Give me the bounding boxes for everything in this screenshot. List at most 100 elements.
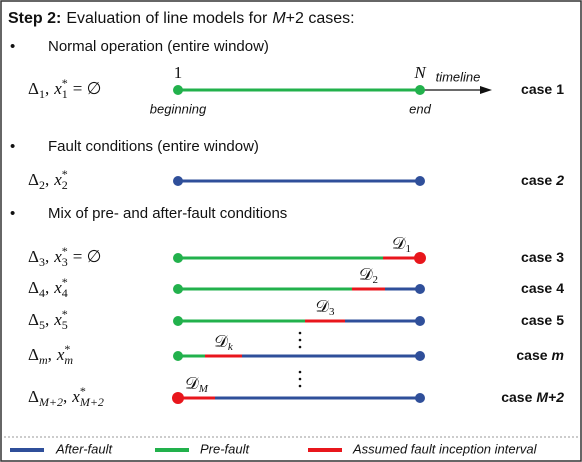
case-label: case 5 [521,312,564,328]
sep: , [63,387,67,406]
case-num: 5 [556,312,564,328]
interval-symbol: 𝒟 [315,297,329,316]
x: x [53,247,62,266]
delta: Δ [28,79,39,98]
delta-sub: 4 [39,286,45,300]
x-sub: 2 [62,178,68,192]
start-dot [173,253,183,263]
bullet: • [10,138,15,155]
delta-sub: 3 [39,255,45,269]
case-label: case M+2 [501,389,564,405]
axis-label: timeline [436,69,481,84]
section-title: Mix of pre- and after-fault conditions [48,205,287,222]
delta-sub: 2 [39,178,45,192]
step: Step 2: [8,10,61,27]
end-dot [415,284,425,294]
empty-set: = ∅ [73,247,102,266]
x-sub: M+2 [79,395,104,409]
header-m: M [272,10,286,27]
delta: Δ [28,170,39,189]
case-word: case [501,389,532,405]
star: * [64,342,70,356]
star: * [62,167,68,181]
case-num: 1 [556,81,564,97]
start-dot [173,284,183,294]
row-label: ΔM+2, x* M+2 [28,384,104,409]
sep: , [45,247,49,266]
row-label: Δ3, x* 3 = ∅ [28,244,101,269]
end-label: end [409,101,431,116]
sep: , [45,170,49,189]
section-title: Fault conditions (entire window) [48,138,259,155]
star: * [80,384,86,398]
delta: Δ [28,247,39,266]
case-label: case 3 [521,249,564,265]
interval-symbol: 𝒟 [392,234,406,253]
case-label: case 1 [521,81,564,97]
star: * [62,76,68,90]
sep: , [45,79,49,98]
legend-label: Assumed fault inception interval [352,441,538,456]
start-label: beginning [150,101,207,116]
interval-sub: M [198,383,209,395]
start-index: 1 [174,63,183,82]
star: * [62,307,68,321]
end-dot [415,85,425,95]
case-word: case [521,81,552,97]
bullet: • [10,205,15,222]
end-index: N [413,63,427,82]
case-word: case [521,172,552,188]
interval-symbol: 𝒟 [185,374,199,393]
interval-label: 𝒟3 [315,297,335,318]
interval-label: 𝒟k [214,332,234,353]
end-dot [415,393,425,403]
delta-sub: M+2 [38,395,63,409]
interval-label: 𝒟M [185,374,209,395]
x: x [53,170,62,189]
legend-label: Pre-fault [200,441,251,456]
delta: Δ [28,278,39,297]
case-label: case m [516,347,564,363]
delta: Δ [28,345,39,364]
sep: , [45,278,49,297]
x: x [53,278,62,297]
start-dot [173,85,183,95]
row-label: Δ4, x* 4 [28,275,68,300]
end-dot [415,176,425,186]
end-dot [415,316,425,326]
case-num: M+2 [536,389,564,405]
x-sub: m [64,353,73,367]
case-num: 3 [556,249,564,265]
end-dot [415,351,425,361]
start-dot [173,176,183,186]
delta-sub: 1 [39,87,45,101]
header-text: Evaluation of line models for [66,10,268,27]
start-dot [173,316,183,326]
delta-sub: 5 [39,318,45,332]
start-dot [172,392,184,404]
interval-sub: 1 [406,243,412,255]
interval-symbol: 𝒟 [359,265,373,284]
case-label: case 4 [521,280,564,296]
x: x [53,310,62,329]
section-title: Normal operation (entire window) [48,38,269,55]
interval-label: 𝒟2 [359,265,378,286]
interval-sub: 3 [329,306,335,318]
x-sub: 5 [62,318,68,332]
sep: , [48,345,52,364]
empty-set: = ∅ [73,79,102,98]
x-sub: 4 [62,286,68,300]
arrow-head [480,86,492,94]
header-suffix: +2 cases: [286,10,355,27]
x-sub: 3 [62,255,68,269]
x: x [53,79,62,98]
interval-sub: 2 [373,274,379,286]
case-label: case 2 [521,172,564,188]
case-num: m [552,347,564,363]
row-label: Δ1, x* 1 = ∅ [28,76,101,101]
case-word: case [516,347,547,363]
row-label: Δ5, x* 5 [28,307,68,332]
row-label: Δ2, x* 2 [28,167,68,192]
bullet: • [10,38,15,55]
